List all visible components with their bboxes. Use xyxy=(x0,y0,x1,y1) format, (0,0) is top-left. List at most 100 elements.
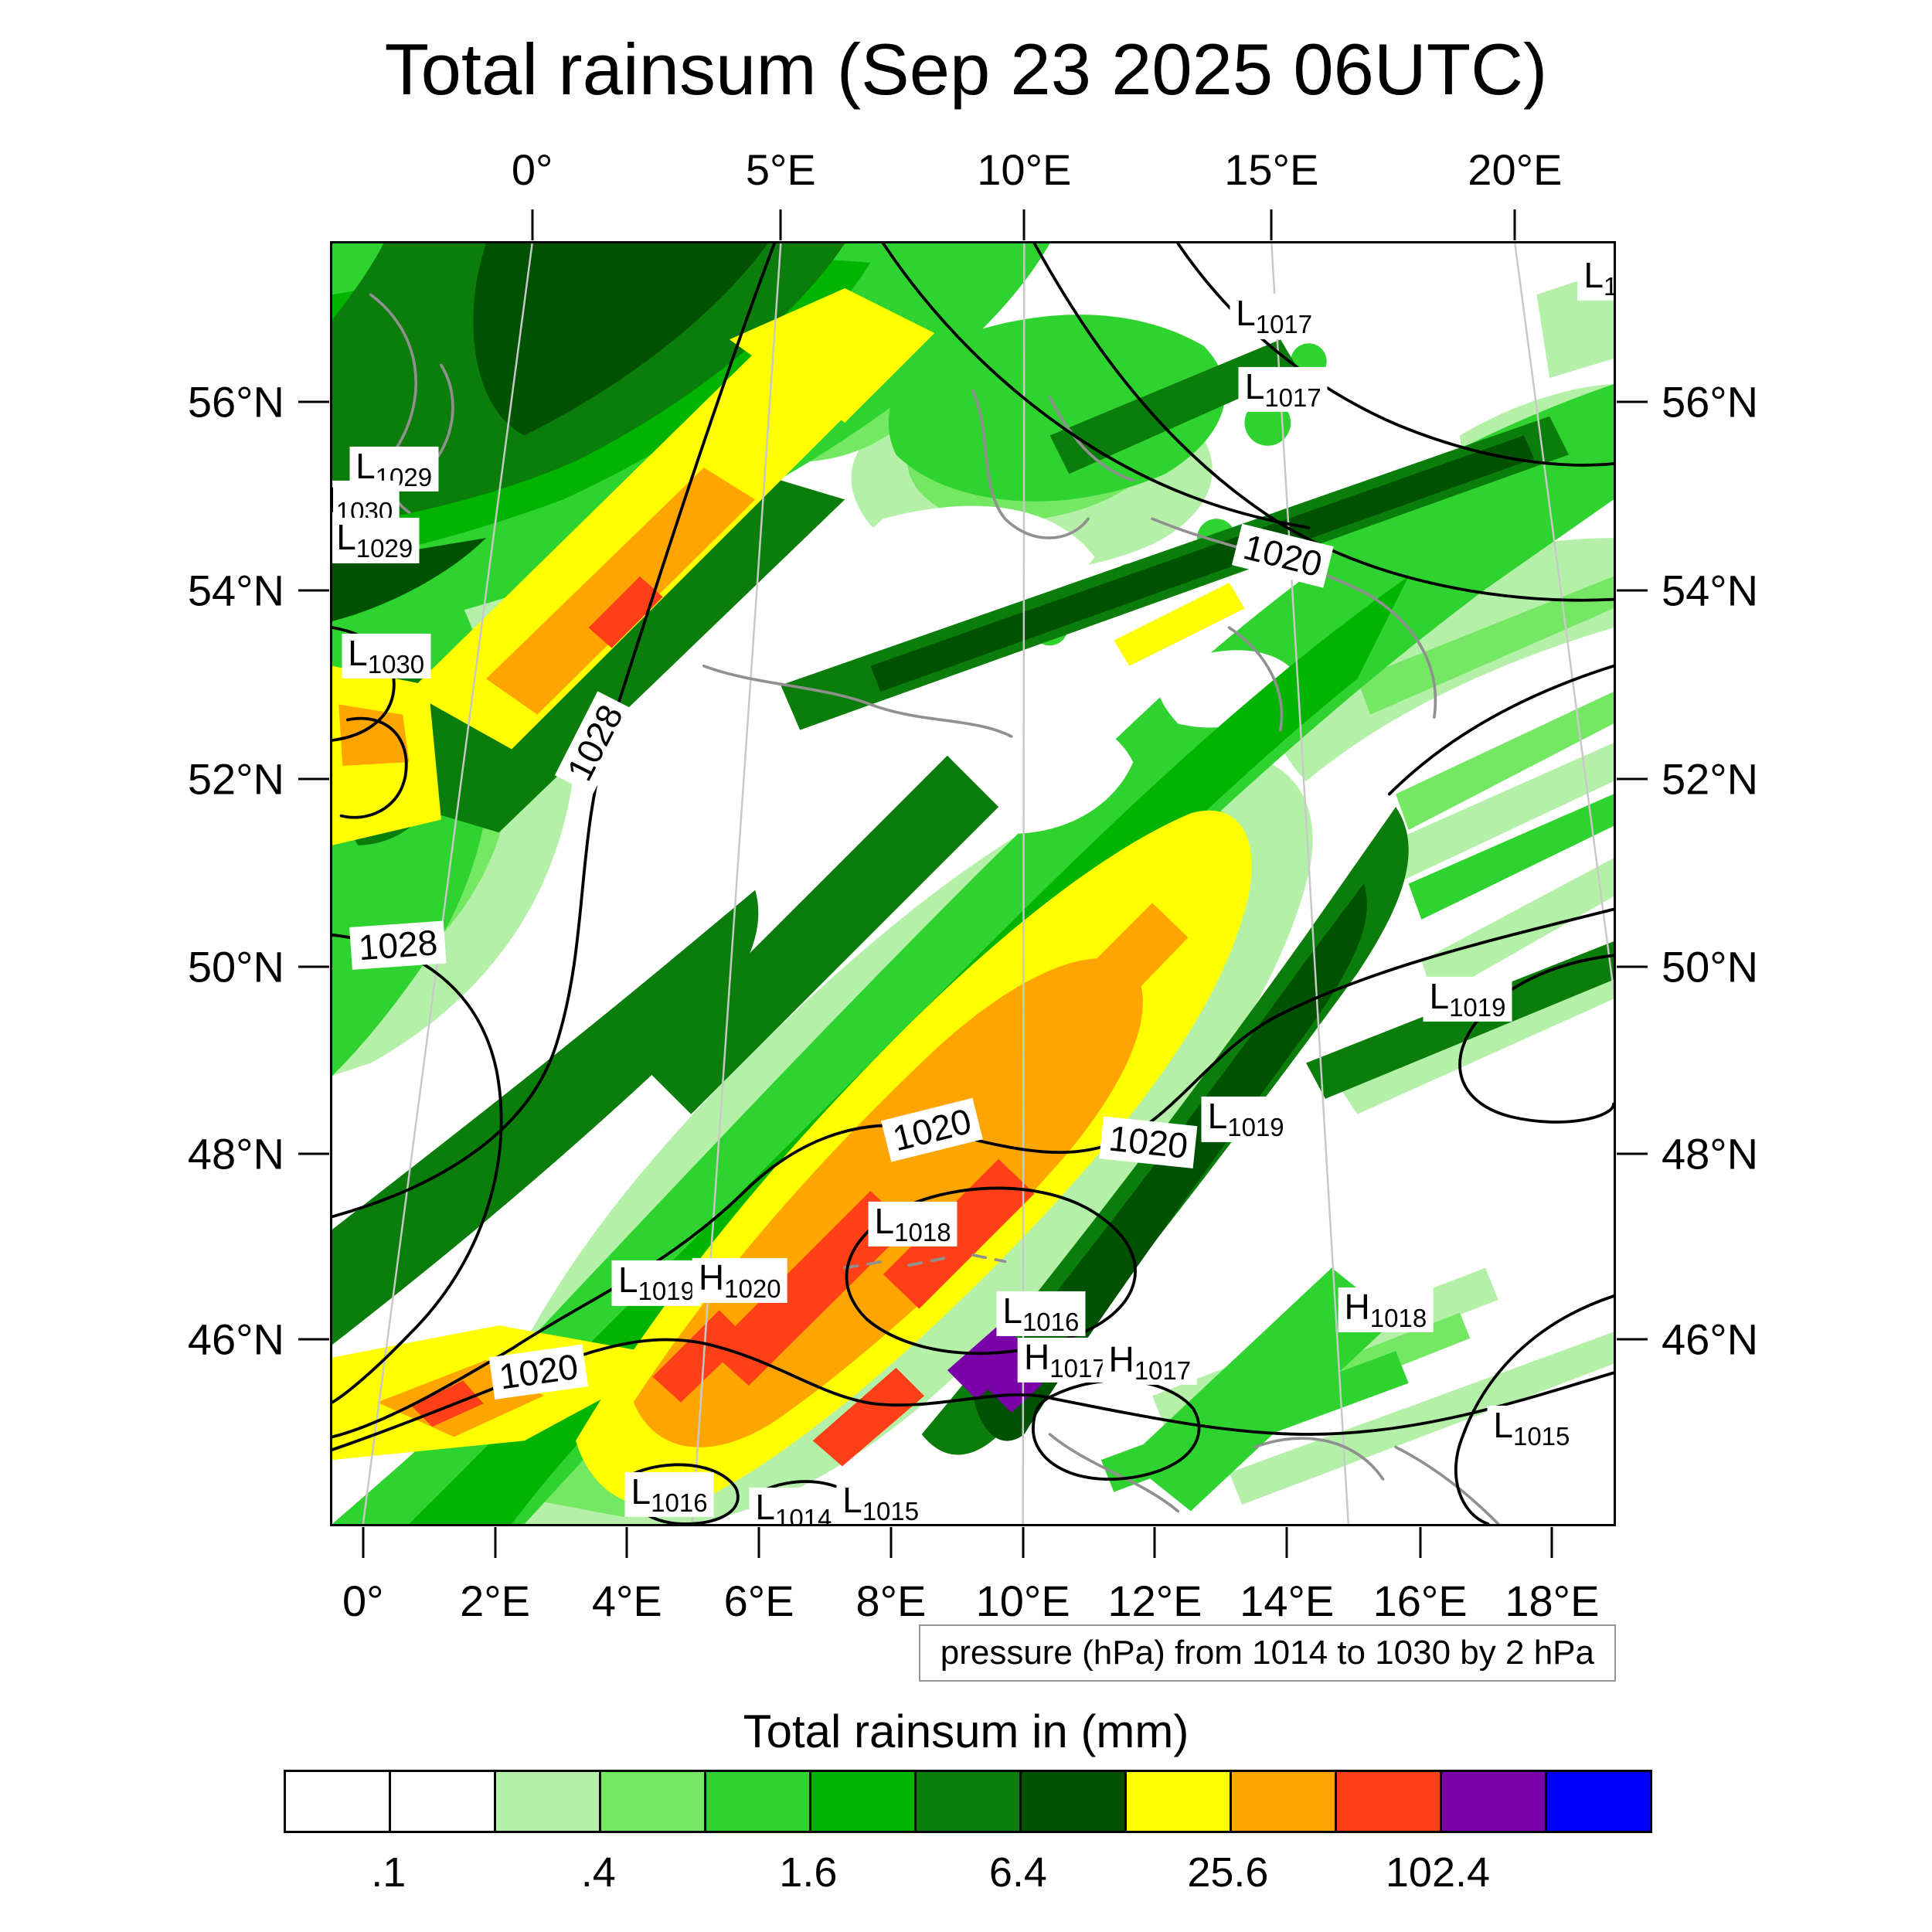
pressure-value: 1019 xyxy=(1227,1113,1284,1142)
plot-title: Total rainsum (Sep 23 2025 06UTC) xyxy=(384,29,1548,110)
colorbar-cell xyxy=(1442,1772,1547,1831)
colorbar xyxy=(284,1770,1652,1833)
contour-label: 1020 xyxy=(488,1344,589,1400)
contour-label: 1020 xyxy=(1232,524,1335,588)
pressure-letter: H xyxy=(332,480,336,520)
top-axis-tick xyxy=(1022,209,1026,240)
bottom-axis-tick-label: 0° xyxy=(342,1577,384,1625)
pressure-value: 1030 xyxy=(367,649,425,679)
bottom-axis-tick xyxy=(1022,1527,1025,1558)
bottom-axis-tick-label: 14°E xyxy=(1240,1577,1335,1625)
pressure-letter: L xyxy=(1236,293,1256,334)
pressure-letter: L xyxy=(1207,1096,1228,1137)
right-axis-tick xyxy=(1617,589,1648,592)
pressure-letter: L xyxy=(1002,1291,1022,1332)
left-axis-tick-label: 46°N xyxy=(187,1315,284,1364)
left-axis-tick xyxy=(298,589,329,592)
pressure-letter: L xyxy=(617,1260,638,1301)
bottom-axis-tick-label: 4°E xyxy=(591,1577,662,1625)
pressure-value: 1029 xyxy=(355,534,413,563)
pressure-letter: L xyxy=(1244,366,1265,406)
pressure-center-label: L1015 xyxy=(1487,1404,1577,1451)
pressure-center-label: L1016 xyxy=(996,1291,1086,1337)
bottom-axis-tick xyxy=(757,1527,760,1558)
contour-label: 1028 xyxy=(554,691,635,795)
bottom-axis-tick-label: 16°E xyxy=(1372,1577,1468,1625)
colorbar-cell xyxy=(811,1772,917,1831)
left-axis-tick-label: 54°N xyxy=(187,566,284,615)
bottom-axis-tick-label: 18°E xyxy=(1505,1577,1600,1625)
colorbar-tick-label: 6.4 xyxy=(988,1849,1047,1896)
right-axis-tick-label: 54°N xyxy=(1662,566,1759,615)
left-axis-tick xyxy=(298,777,329,781)
left-axis-tick-label: 48°N xyxy=(187,1129,284,1179)
pressure-center-label: H1017 xyxy=(1018,1337,1113,1383)
right-axis-tick xyxy=(1617,1152,1648,1155)
colorbar-tick-labels: .1 .4 1.6 6.4 25.6 102.4 xyxy=(284,1849,1648,1903)
left-axis-tick xyxy=(298,965,329,968)
colorbar-cell xyxy=(1547,1772,1650,1831)
pressure-letter: H xyxy=(1344,1287,1370,1328)
pressure-value: 1016 xyxy=(1022,1308,1080,1337)
bottom-axis-tick-label: 2°E xyxy=(460,1577,531,1625)
pressure-letter: L xyxy=(842,1480,862,1521)
pressure-value: 1017 xyxy=(1255,310,1313,339)
right-axis-tick-label: 52°N xyxy=(1662,754,1759,804)
pressure-value: 1018 xyxy=(1369,1304,1427,1333)
pressure-value: 1019 xyxy=(1449,992,1506,1022)
pressure-value: 1 xyxy=(1604,271,1614,301)
pressure-center-label: H1020 xyxy=(692,1258,787,1304)
colorbar-cell xyxy=(1127,1772,1232,1831)
bottom-axis-tick xyxy=(1285,1527,1288,1558)
colorbar-cell xyxy=(286,1772,391,1831)
colorbar-cell xyxy=(1022,1772,1127,1831)
pressure-center-label: H1018 xyxy=(1338,1287,1434,1333)
pressure-value: 1016 xyxy=(651,1488,708,1517)
colorbar-cell xyxy=(1337,1772,1442,1831)
pressure-letter: L xyxy=(1583,254,1604,295)
right-axis-tick xyxy=(1617,1338,1648,1341)
pressure-center-label: L1015 xyxy=(836,1480,926,1524)
bottom-axis-tick xyxy=(1550,1527,1553,1558)
bottom-axis-tick xyxy=(1153,1527,1156,1558)
pressure-letter: L xyxy=(631,1471,651,1512)
pressure-letter: L xyxy=(336,517,356,558)
pressure-center-label: L1 xyxy=(1577,254,1614,301)
left-axis-tick xyxy=(298,400,329,403)
right-axis-tick-label: 50°N xyxy=(1662,942,1759,992)
bottom-axis-tick xyxy=(1419,1527,1422,1558)
colorbar-cell xyxy=(601,1772,706,1831)
colorbar-cell xyxy=(496,1772,601,1831)
top-axis-tick-label: 10°E xyxy=(977,145,1072,194)
pressure-letter: L xyxy=(1429,975,1450,1016)
pressure-letter: L xyxy=(1493,1404,1513,1445)
bottom-axis-tick xyxy=(889,1527,893,1558)
right-axis-tick xyxy=(1617,777,1648,781)
map-label-overlay: L1017L1017L1L1029H1030L1029L1030L1019L10… xyxy=(332,243,1614,1524)
pressure-center-label: L1019 xyxy=(1201,1096,1291,1142)
colorbar-cell xyxy=(391,1772,496,1831)
pressure-value: 1017 xyxy=(1264,383,1321,412)
colorbar-tick-label: .4 xyxy=(580,1849,616,1896)
colorbar-cell xyxy=(706,1772,811,1831)
pressure-center-label: L1019 xyxy=(611,1260,701,1306)
colorbar-cell xyxy=(1232,1772,1337,1831)
left-axis-tick xyxy=(298,1152,329,1155)
bottom-axis-tick-label: 8°E xyxy=(855,1577,927,1625)
pressure-value: 1017 xyxy=(1049,1353,1107,1383)
top-axis-tick-label: 0° xyxy=(511,145,553,194)
colorbar-tick-label: 25.6 xyxy=(1187,1849,1269,1896)
top-axis-tick xyxy=(779,209,782,240)
bottom-axis-tick xyxy=(362,1527,365,1558)
bottom-axis-tick-label: 6°E xyxy=(723,1577,794,1625)
pressure-letter: L xyxy=(348,632,368,673)
pressure-letter: L xyxy=(874,1201,895,1242)
colorbar-tick-label: .1 xyxy=(371,1849,406,1896)
top-axis-tick xyxy=(1513,209,1516,240)
left-axis-tick-label: 50°N xyxy=(187,942,284,992)
top-axis-tick-label: 20°E xyxy=(1468,145,1563,194)
pressure-letter: L xyxy=(755,1486,775,1524)
pressure-center-label: L1016 xyxy=(624,1471,714,1517)
pressure-center-label: L1017 xyxy=(1230,293,1319,339)
